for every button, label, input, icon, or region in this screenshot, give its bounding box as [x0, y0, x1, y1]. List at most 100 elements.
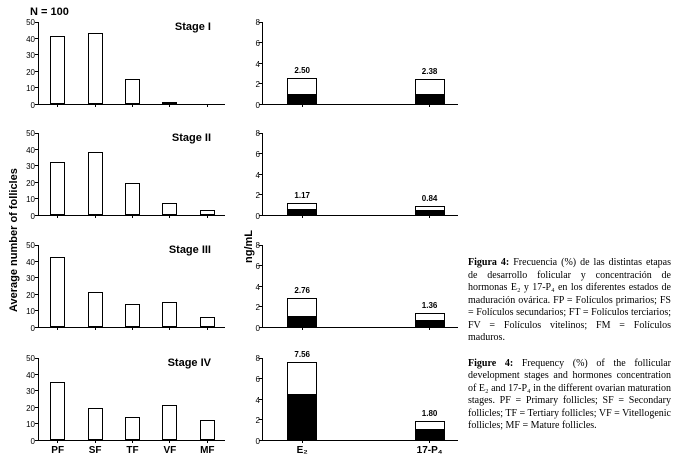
bar-black-segment	[288, 315, 317, 326]
x-axis-tick	[169, 440, 171, 443]
x-axis-tick	[132, 440, 133, 443]
y-axis-tick	[259, 358, 263, 359]
y-tick-label: 40	[26, 257, 35, 267]
x-axis-tick	[429, 440, 431, 443]
y-tick-label: 8	[255, 129, 260, 138]
y-axis-tick	[35, 373, 39, 375]
y-axis-tick	[35, 390, 39, 392]
bar-black-segment	[415, 429, 444, 439]
x-axis-tick	[206, 215, 208, 218]
caption-spanish-text: Frecuencia (%) de las distintas etapas d…	[468, 257, 672, 343]
y-tick-label: 0	[30, 324, 35, 333]
y-tick-label: 0	[30, 437, 35, 446]
y-axis-tick	[35, 148, 39, 150]
sample-size-label: N = 100	[30, 6, 69, 18]
y-axis-tick	[35, 277, 39, 279]
bar-17p4	[414, 312, 445, 327]
x-axis-tick	[169, 104, 171, 107]
caption-english-text: Frequency (%) of the follicular developm…	[468, 357, 671, 432]
y-tick-label: 40	[26, 145, 35, 155]
x-axis-tick	[94, 327, 96, 330]
y-tick-label: 2	[255, 191, 260, 201]
y-tick-label: 0	[30, 212, 35, 221]
bar-black-segment	[288, 394, 317, 439]
stage1-hormone-chart: 0 2 4 6 8 2.50 2.38	[256, 18, 458, 110]
bar-sf	[87, 408, 103, 440]
bar-value-label: 2.50	[294, 66, 310, 76]
stage-title: Stage I	[174, 21, 211, 33]
y-tick-label: 4	[255, 282, 260, 292]
x-category-label: PF	[51, 445, 65, 456]
y-axis-tick	[35, 293, 39, 295]
y-axis-tick	[35, 406, 39, 408]
x-axis-tick	[94, 215, 96, 218]
x-category-label: MF	[200, 445, 215, 456]
y-axis-tick	[259, 398, 263, 400]
y-tick-label: 30	[26, 387, 35, 397]
y-tick-label: 20	[26, 178, 35, 188]
x-axis-tick	[169, 327, 171, 330]
y-tick-label: 10	[26, 307, 35, 317]
bar-17p4	[414, 206, 445, 215]
y-axis-tick	[35, 165, 39, 167]
y-axis-tick	[35, 245, 39, 246]
y-axis-tick	[259, 306, 263, 308]
y-tick-label: 10	[26, 420, 35, 430]
y-tick-label: 10	[26, 84, 35, 94]
bar-sf	[87, 292, 103, 327]
y-tick-label: 10	[26, 195, 35, 205]
bar-value-label: 1.36	[421, 300, 438, 310]
y-axis-tick	[35, 358, 39, 359]
stage2-follicle-chart: 0 10 20 30 40 50 Stage II	[26, 129, 225, 221]
x-axis-tick	[94, 440, 96, 443]
y-tick-label: 40	[26, 34, 35, 44]
x-axis-tick	[132, 104, 133, 107]
x-axis-tick	[429, 215, 431, 218]
y-tick-label: 8	[255, 354, 260, 363]
x-axis-tick	[301, 104, 303, 107]
x-axis-tick	[206, 440, 208, 443]
x-category-label: 17-P₄	[416, 445, 443, 456]
y-tick-label: 40	[26, 370, 35, 380]
bar-tf	[125, 183, 140, 215]
y-axis-tick	[35, 215, 39, 216]
y-tick-label: 4	[255, 59, 260, 69]
bar-e2	[287, 298, 318, 327]
stage-title: Stage III	[168, 244, 211, 256]
y-tick-label: 0	[255, 437, 260, 446]
bar-pf	[50, 381, 66, 440]
y-axis-tick	[35, 327, 39, 328]
bar-e2	[287, 361, 318, 440]
y-tick-label: 30	[26, 162, 35, 172]
y-axis-tick	[35, 104, 39, 105]
bar-mf	[199, 317, 215, 327]
x-axis-tick	[429, 327, 431, 330]
y-tick-label: 8	[255, 18, 260, 27]
bar-value-label: 7.56	[294, 349, 310, 359]
y-tick-label: 4	[255, 395, 260, 405]
y-tick-label: 6	[255, 261, 260, 271]
y-axis-tick	[35, 22, 39, 23]
stage-title: Stage IV	[167, 357, 211, 369]
x-axis-tick	[57, 440, 59, 443]
x-category-label: TF	[126, 445, 139, 456]
y-tick-label: 6	[255, 374, 260, 384]
y-tick-label: 20	[26, 67, 35, 77]
bar-17p4	[414, 79, 445, 104]
bar-value-label: 2.76	[294, 286, 310, 296]
x-category-label: E₂	[296, 445, 308, 456]
stage3-hormone-chart: 0 2 4 6 8 2.76 1.36	[256, 241, 458, 333]
figure-captions: Figura 4: Frecuencia (%) de las distinta…	[468, 257, 671, 446]
y-tick-label: 2	[255, 303, 260, 313]
x-category-label: VF	[163, 445, 177, 456]
y-axis-tick	[35, 70, 39, 72]
x-axis-tick	[301, 327, 303, 330]
bar-pf	[50, 161, 66, 215]
x-axis-tick	[301, 440, 303, 443]
x-axis-tick	[132, 215, 133, 218]
stage4-follicle-chart: 0 10 20 30 40 50 PF SF TF VF MF Stage IV	[26, 354, 225, 456]
caption-spanish-label: Figura 4:	[468, 257, 510, 268]
x-axis-tick	[57, 215, 59, 218]
y-axis-tick	[259, 377, 263, 379]
y-axis-tick	[259, 215, 263, 216]
